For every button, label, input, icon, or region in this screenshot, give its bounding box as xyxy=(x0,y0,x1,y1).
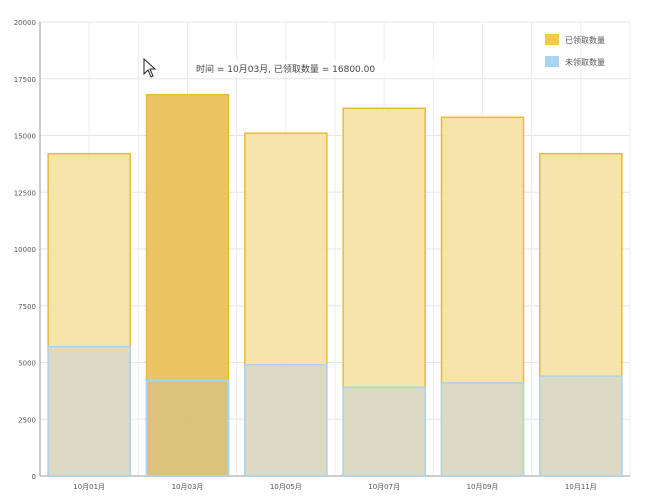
x-tick-label: 10月11月 xyxy=(565,483,597,491)
legend-swatch xyxy=(545,56,559,67)
bar-未领取数量-10月01月[interactable] xyxy=(47,345,131,477)
y-tick-label: 10000 xyxy=(14,246,36,254)
y-tick-label: 5000 xyxy=(18,360,36,368)
axes xyxy=(39,22,630,477)
x-tick-label: 10月03月 xyxy=(172,483,204,491)
y-tick-label: 20000 xyxy=(14,19,36,27)
x-tick-label: 10月09月 xyxy=(467,483,499,491)
bar-未领取数量-10月07月[interactable] xyxy=(342,386,426,477)
mouse-cursor-icon xyxy=(143,57,157,78)
bar-未领取数量-10月05月[interactable] xyxy=(244,364,328,477)
y-tick-label: 12500 xyxy=(14,189,36,197)
legend-swatch xyxy=(545,34,559,45)
x-tick-label: 10月01月 xyxy=(73,483,105,491)
y-tick-label: 7500 xyxy=(18,303,36,311)
y-tick-label: 17500 xyxy=(14,76,36,84)
y-tick-label: 15000 xyxy=(14,133,36,141)
tooltip-background xyxy=(192,60,440,77)
tooltip-text: 时间 = 10月03月, 已领取数量 = 16800.00 xyxy=(196,63,375,75)
bar-未领取数量-10月03月[interactable] xyxy=(145,379,230,477)
legend-label: 未领取数量 xyxy=(565,57,605,67)
x-tick-label: 10月05月 xyxy=(270,483,302,491)
bar-未领取数量-10月11月[interactable] xyxy=(539,375,623,477)
legend-label: 已领取数量 xyxy=(565,35,605,45)
y-tick-label: 2500 xyxy=(18,416,36,424)
x-tick-label: 10月07月 xyxy=(368,483,400,491)
tooltip: 时间 = 10月03月, 已领取数量 = 16800.00 xyxy=(192,60,440,77)
bar-未领取数量-10月09月[interactable] xyxy=(440,382,525,477)
y-tick-label: 0 xyxy=(32,473,36,481)
tick-labels: 0 2500 5000 7500 10000 12500 15000 17500 20000 10… xyxy=(14,19,597,491)
bars[interactable] xyxy=(47,93,623,477)
